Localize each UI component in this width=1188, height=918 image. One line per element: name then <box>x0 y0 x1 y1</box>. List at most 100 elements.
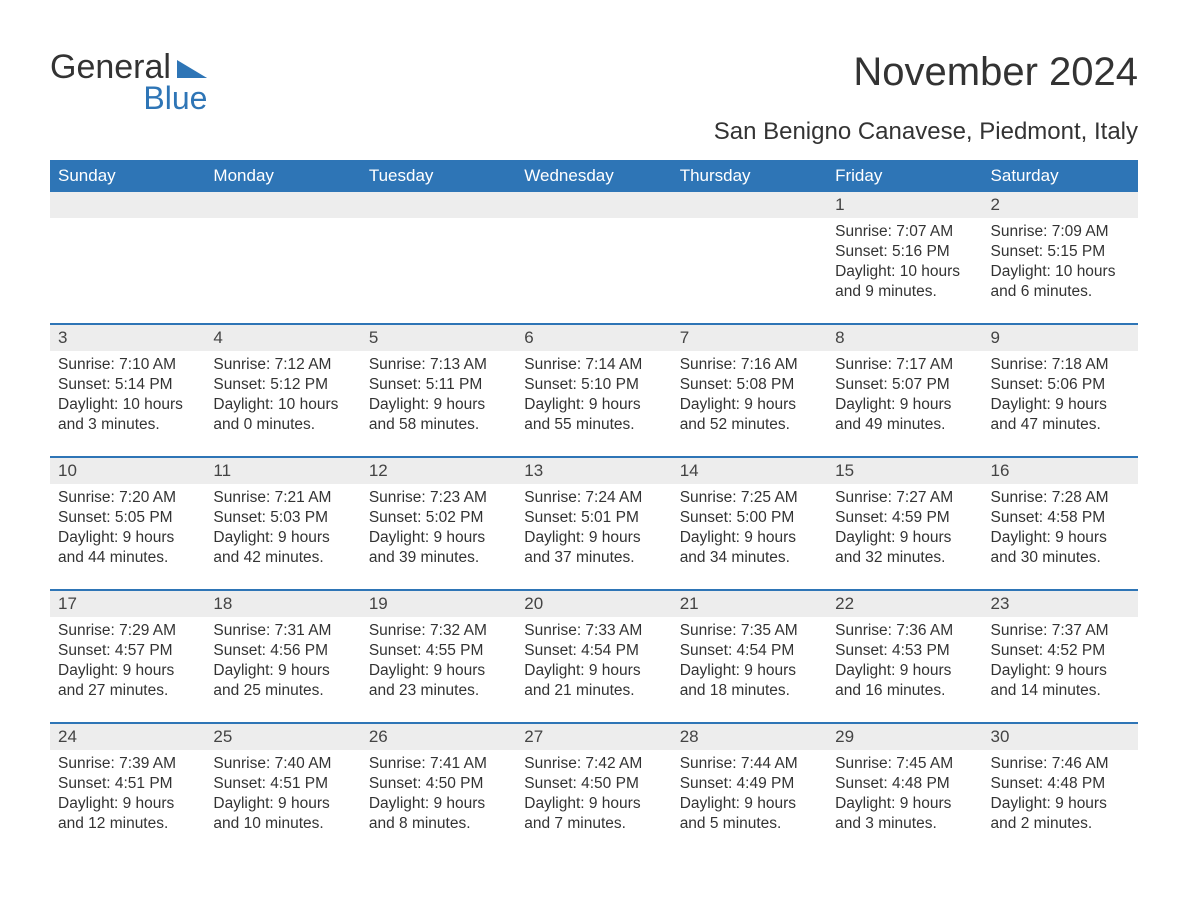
day-number: 18 <box>205 591 360 617</box>
calendar-cell: 7Sunrise: 7:16 AMSunset: 5:08 PMDaylight… <box>672 325 827 457</box>
day-number: 14 <box>672 458 827 484</box>
daylight-text: Daylight: 9 hours and 39 minutes. <box>369 528 508 568</box>
calendar-cell: 1Sunrise: 7:07 AMSunset: 5:16 PMDaylight… <box>827 192 982 324</box>
day-details: Sunrise: 7:29 AMSunset: 4:57 PMDaylight:… <box>50 617 205 710</box>
calendar-cell: 25Sunrise: 7:40 AMSunset: 4:51 PMDayligh… <box>205 724 360 856</box>
sunrise-text: Sunrise: 7:13 AM <box>369 355 508 375</box>
daylight-text: Daylight: 9 hours and 7 minutes. <box>524 794 663 834</box>
daylight-text: Daylight: 9 hours and 49 minutes. <box>835 395 974 435</box>
day-number-empty <box>50 192 205 218</box>
sunset-text: Sunset: 4:57 PM <box>58 641 197 661</box>
day-details: Sunrise: 7:12 AMSunset: 5:12 PMDaylight:… <box>205 351 360 444</box>
sunset-text: Sunset: 4:54 PM <box>680 641 819 661</box>
day-details: Sunrise: 7:09 AMSunset: 5:15 PMDaylight:… <box>983 218 1138 311</box>
calendar-cell: 20Sunrise: 7:33 AMSunset: 4:54 PMDayligh… <box>516 591 671 723</box>
day-number: 22 <box>827 591 982 617</box>
day-details: Sunrise: 7:45 AMSunset: 4:48 PMDaylight:… <box>827 750 982 843</box>
calendar-cell: 26Sunrise: 7:41 AMSunset: 4:50 PMDayligh… <box>361 724 516 856</box>
sunset-text: Sunset: 5:08 PM <box>680 375 819 395</box>
day-number: 13 <box>516 458 671 484</box>
daylight-text: Daylight: 10 hours and 9 minutes. <box>835 262 974 302</box>
weekday-header: Wednesday <box>516 160 671 192</box>
daylight-text: Daylight: 9 hours and 37 minutes. <box>524 528 663 568</box>
sunrise-text: Sunrise: 7:41 AM <box>369 754 508 774</box>
header: General Blue November 2024 <box>50 50 1138 114</box>
calendar-cell: 27Sunrise: 7:42 AMSunset: 4:50 PMDayligh… <box>516 724 671 856</box>
sunrise-text: Sunrise: 7:45 AM <box>835 754 974 774</box>
sunset-text: Sunset: 5:10 PM <box>524 375 663 395</box>
sunset-text: Sunset: 4:50 PM <box>524 774 663 794</box>
sunset-text: Sunset: 5:05 PM <box>58 508 197 528</box>
daylight-text: Daylight: 9 hours and 3 minutes. <box>835 794 974 834</box>
day-number: 10 <box>50 458 205 484</box>
weekday-header-row: SundayMondayTuesdayWednesdayThursdayFrid… <box>50 160 1138 192</box>
sunrise-text: Sunrise: 7:39 AM <box>58 754 197 774</box>
sunrise-text: Sunrise: 7:46 AM <box>991 754 1130 774</box>
day-number: 27 <box>516 724 671 750</box>
calendar-week: 17Sunrise: 7:29 AMSunset: 4:57 PMDayligh… <box>50 591 1138 723</box>
daylight-text: Daylight: 9 hours and 47 minutes. <box>991 395 1130 435</box>
weekday-header: Sunday <box>50 160 205 192</box>
day-details: Sunrise: 7:33 AMSunset: 4:54 PMDaylight:… <box>516 617 671 710</box>
sunrise-text: Sunrise: 7:12 AM <box>213 355 352 375</box>
sunrise-text: Sunrise: 7:20 AM <box>58 488 197 508</box>
sunset-text: Sunset: 4:59 PM <box>835 508 974 528</box>
calendar-week: 3Sunrise: 7:10 AMSunset: 5:14 PMDaylight… <box>50 325 1138 457</box>
sunrise-text: Sunrise: 7:14 AM <box>524 355 663 375</box>
day-details: Sunrise: 7:41 AMSunset: 4:50 PMDaylight:… <box>361 750 516 843</box>
daylight-text: Daylight: 9 hours and 42 minutes. <box>213 528 352 568</box>
sunset-text: Sunset: 5:01 PM <box>524 508 663 528</box>
sunset-text: Sunset: 4:52 PM <box>991 641 1130 661</box>
sunrise-text: Sunrise: 7:25 AM <box>680 488 819 508</box>
calendar-week: 10Sunrise: 7:20 AMSunset: 5:05 PMDayligh… <box>50 458 1138 590</box>
day-number: 20 <box>516 591 671 617</box>
day-details: Sunrise: 7:18 AMSunset: 5:06 PMDaylight:… <box>983 351 1138 444</box>
calendar-cell <box>361 192 516 324</box>
daylight-text: Daylight: 9 hours and 55 minutes. <box>524 395 663 435</box>
daylight-text: Daylight: 9 hours and 52 minutes. <box>680 395 819 435</box>
daylight-text: Daylight: 9 hours and 5 minutes. <box>680 794 819 834</box>
day-number: 9 <box>983 325 1138 351</box>
sunset-text: Sunset: 5:15 PM <box>991 242 1130 262</box>
daylight-text: Daylight: 9 hours and 2 minutes. <box>991 794 1130 834</box>
calendar-cell: 3Sunrise: 7:10 AMSunset: 5:14 PMDaylight… <box>50 325 205 457</box>
sunrise-text: Sunrise: 7:32 AM <box>369 621 508 641</box>
day-details: Sunrise: 7:14 AMSunset: 5:10 PMDaylight:… <box>516 351 671 444</box>
day-details: Sunrise: 7:25 AMSunset: 5:00 PMDaylight:… <box>672 484 827 577</box>
calendar-cell <box>672 192 827 324</box>
sunset-text: Sunset: 5:16 PM <box>835 242 974 262</box>
sunrise-text: Sunrise: 7:35 AM <box>680 621 819 641</box>
day-number: 8 <box>827 325 982 351</box>
weekday-header: Tuesday <box>361 160 516 192</box>
sunrise-text: Sunrise: 7:28 AM <box>991 488 1130 508</box>
day-number-empty <box>516 192 671 218</box>
day-details: Sunrise: 7:07 AMSunset: 5:16 PMDaylight:… <box>827 218 982 311</box>
daylight-text: Daylight: 9 hours and 30 minutes. <box>991 528 1130 568</box>
sunset-text: Sunset: 5:07 PM <box>835 375 974 395</box>
calendar-cell: 15Sunrise: 7:27 AMSunset: 4:59 PMDayligh… <box>827 458 982 590</box>
sunset-text: Sunset: 4:48 PM <box>835 774 974 794</box>
sunrise-text: Sunrise: 7:23 AM <box>369 488 508 508</box>
calendar-cell: 22Sunrise: 7:36 AMSunset: 4:53 PMDayligh… <box>827 591 982 723</box>
daylight-text: Daylight: 9 hours and 8 minutes. <box>369 794 508 834</box>
sunrise-text: Sunrise: 7:36 AM <box>835 621 974 641</box>
day-number: 29 <box>827 724 982 750</box>
weekday-header: Saturday <box>983 160 1138 192</box>
logo-arrow-icon <box>177 56 207 83</box>
calendar-cell: 14Sunrise: 7:25 AMSunset: 5:00 PMDayligh… <box>672 458 827 590</box>
sunrise-text: Sunrise: 7:37 AM <box>991 621 1130 641</box>
sunrise-text: Sunrise: 7:21 AM <box>213 488 352 508</box>
day-number: 12 <box>361 458 516 484</box>
day-number: 16 <box>983 458 1138 484</box>
sunrise-text: Sunrise: 7:42 AM <box>524 754 663 774</box>
day-details: Sunrise: 7:20 AMSunset: 5:05 PMDaylight:… <box>50 484 205 577</box>
day-details: Sunrise: 7:17 AMSunset: 5:07 PMDaylight:… <box>827 351 982 444</box>
daylight-text: Daylight: 10 hours and 0 minutes. <box>213 395 352 435</box>
daylight-text: Daylight: 9 hours and 12 minutes. <box>58 794 197 834</box>
day-details: Sunrise: 7:42 AMSunset: 4:50 PMDaylight:… <box>516 750 671 843</box>
day-details: Sunrise: 7:16 AMSunset: 5:08 PMDaylight:… <box>672 351 827 444</box>
calendar-cell: 21Sunrise: 7:35 AMSunset: 4:54 PMDayligh… <box>672 591 827 723</box>
day-details: Sunrise: 7:23 AMSunset: 5:02 PMDaylight:… <box>361 484 516 577</box>
weekday-header: Friday <box>827 160 982 192</box>
daylight-text: Daylight: 9 hours and 18 minutes. <box>680 661 819 701</box>
